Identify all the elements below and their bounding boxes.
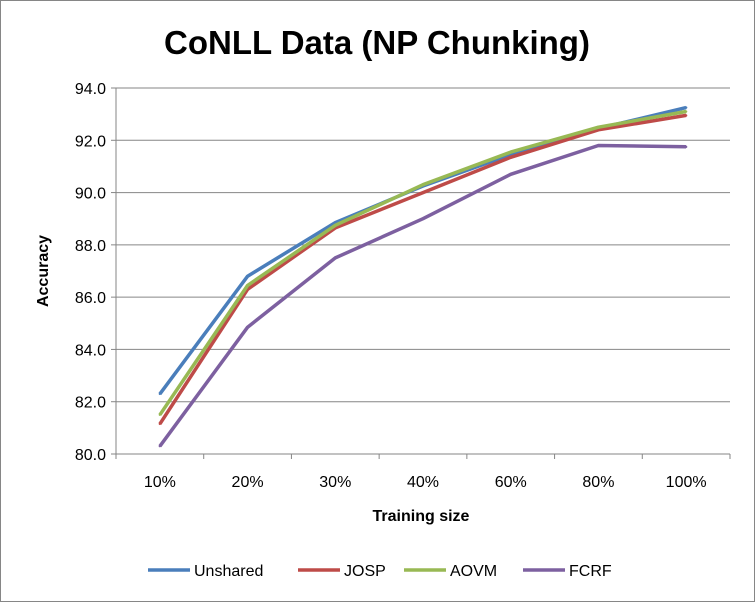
data-point-aovm [509, 150, 512, 154]
data-point-unshared [158, 392, 162, 396]
x-tick-label: 40% [407, 474, 439, 491]
x-tick-label: 80% [582, 474, 614, 491]
legend-label: JOSP [344, 563, 386, 580]
data-point-aovm [684, 110, 688, 113]
data-point-unshared [246, 275, 249, 278]
data-point-aovm [246, 284, 249, 287]
y-tick-label: 92.0 [75, 133, 106, 150]
series-line-aovm [158, 109, 687, 416]
data-point-josp [509, 156, 512, 159]
data-point-fcrf [246, 326, 249, 329]
x-tick-label: 30% [319, 474, 351, 491]
legend-label: Unshared [194, 563, 263, 580]
y-axis-label: Accuracy [35, 235, 52, 307]
y-tick-label: 88.0 [75, 238, 106, 255]
series-line-unshared [158, 105, 687, 395]
chart-title: CoNLL Data (NP Chunking) [164, 24, 590, 61]
x-tick-label: 20% [232, 474, 264, 491]
data-point-fcrf [509, 173, 512, 176]
data-point-fcrf [684, 145, 688, 149]
data-point-aovm [158, 413, 162, 416]
data-point-fcrf [158, 444, 162, 448]
data-point-aovm [334, 224, 337, 227]
data-point-josp [684, 114, 688, 117]
legend-label: FCRF [569, 563, 612, 580]
y-tick-label: 84.0 [75, 342, 106, 359]
data-point-fcrf [421, 217, 425, 220]
y-tick-label: 90.0 [75, 186, 106, 203]
data-point-unshared [684, 106, 688, 109]
data-point-josp [597, 128, 600, 132]
y-tick-label: 80.0 [75, 447, 106, 464]
y-tick-label: 86.0 [75, 290, 106, 307]
y-tick-label: 94.0 [75, 81, 106, 98]
data-point-josp [421, 191, 425, 194]
x-tick-label: 100% [666, 474, 707, 491]
x-tick-label: 10% [144, 474, 176, 491]
data-point-aovm [421, 183, 425, 186]
data-point-fcrf [334, 256, 337, 260]
y-tick-label: 82.0 [75, 395, 106, 412]
x-axis-label: Training size [373, 508, 470, 525]
data-point-fcrf [597, 144, 600, 147]
data-point-aovm [597, 126, 600, 129]
data-point-josp [158, 422, 162, 426]
legend-label: AOVM [450, 563, 497, 580]
x-tick-label: 60% [495, 474, 527, 491]
series-line-josp [158, 113, 687, 425]
